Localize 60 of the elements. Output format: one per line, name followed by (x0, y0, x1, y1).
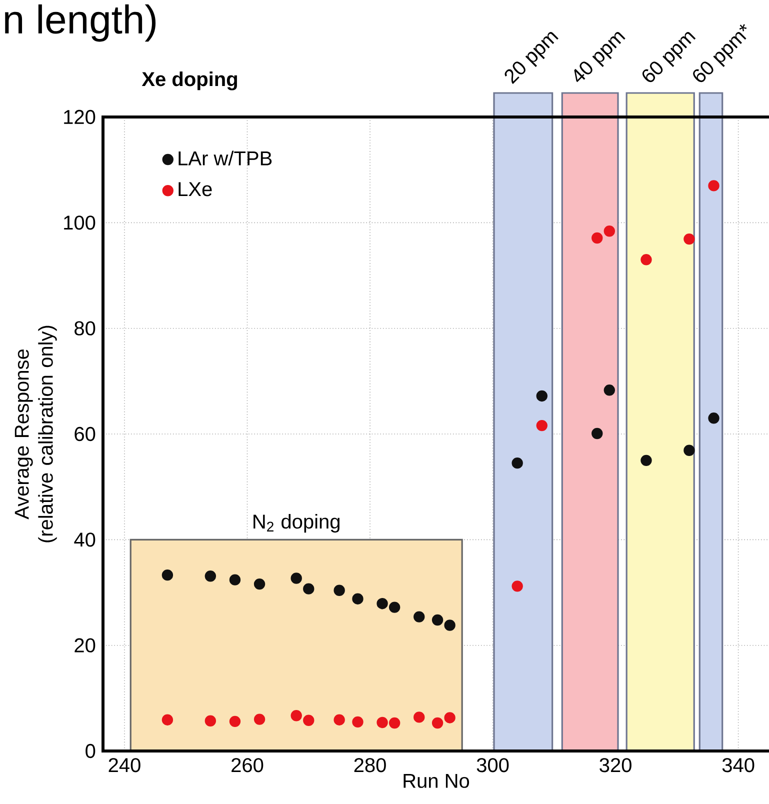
point (376, 598, 388, 610)
point (290, 710, 302, 722)
point (254, 578, 266, 590)
point (684, 444, 695, 456)
point (432, 614, 444, 626)
legend-label: LAr w/TPB (178, 150, 272, 166)
point (604, 226, 615, 237)
point (592, 232, 603, 244)
point (414, 712, 425, 723)
point (254, 714, 266, 725)
point (708, 412, 720, 424)
x-tick-label: 300 (476, 758, 509, 772)
x-axis-title: Run No (404, 774, 470, 788)
point (303, 714, 314, 726)
point (640, 454, 652, 466)
point (592, 428, 603, 440)
point (290, 572, 302, 584)
legend-label: LXe (178, 182, 212, 196)
point (376, 716, 388, 728)
point (352, 716, 364, 728)
point (162, 569, 174, 581)
point (303, 583, 314, 594)
point (204, 715, 216, 726)
point (640, 254, 652, 266)
point (536, 420, 548, 432)
x-tick-label: 320 (600, 758, 632, 772)
y-tick-label: 20 (74, 638, 96, 652)
point (444, 712, 456, 724)
x-tick-label: 240 (108, 758, 140, 772)
point (604, 384, 615, 396)
point (229, 716, 241, 728)
point (414, 611, 425, 622)
y-tick-label: 0 (86, 744, 96, 758)
point (388, 602, 400, 613)
point (229, 574, 241, 586)
point (432, 717, 444, 729)
y-tick-label: 120 (64, 110, 96, 124)
point (512, 457, 523, 469)
point (536, 390, 548, 402)
point (334, 584, 345, 596)
x-tick-label: 280 (354, 758, 386, 772)
point (352, 593, 364, 604)
point (204, 570, 216, 582)
y-tick-label: 60 (74, 426, 96, 442)
annotation: N$_{2}$ doping (254, 514, 340, 533)
y-tick-label: 40 (74, 532, 96, 547)
point (444, 620, 456, 631)
point (162, 714, 174, 726)
text: n length) (5, 4, 156, 42)
y-axis-title: Average Response (relative calibration only) (14, 326, 57, 542)
point (512, 580, 523, 592)
point (708, 180, 720, 192)
y-tick-label: 100 (64, 216, 96, 230)
x-tick-label: 260 (232, 758, 264, 772)
point (334, 714, 345, 726)
x-tick-label: 340 (722, 758, 754, 772)
point (388, 717, 400, 729)
y-tick-label: 80 (74, 321, 96, 336)
text: Xe doping (142, 72, 237, 90)
point (684, 233, 695, 245)
